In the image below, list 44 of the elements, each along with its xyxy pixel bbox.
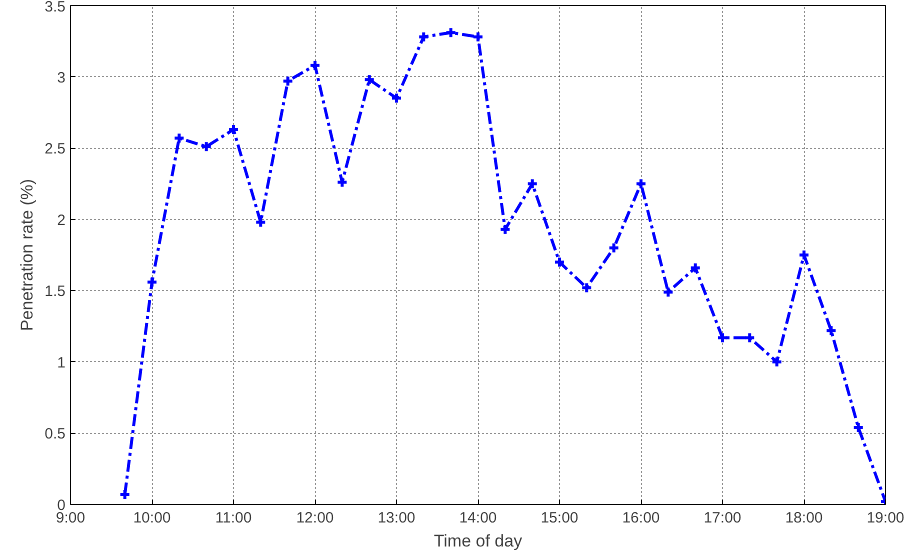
y-axis-title: Penetration rate (%) bbox=[18, 178, 37, 332]
y-tick-label: 3 bbox=[57, 69, 66, 86]
point bbox=[635, 178, 647, 190]
x-tick-label: 18:00 bbox=[785, 510, 823, 526]
point bbox=[390, 92, 402, 104]
x-tick-label: 15:00 bbox=[540, 510, 578, 526]
point bbox=[499, 223, 512, 236]
point bbox=[282, 75, 294, 88]
x-tick-label: 9:00 bbox=[56, 510, 86, 526]
point bbox=[662, 286, 674, 298]
point bbox=[608, 242, 620, 254]
x-tick-label: 10:00 bbox=[133, 510, 171, 526]
point bbox=[716, 332, 728, 344]
point bbox=[770, 356, 783, 368]
point bbox=[173, 132, 186, 144]
x-tick-label: 11:00 bbox=[215, 510, 252, 526]
x-tick-label: 17:00 bbox=[704, 510, 742, 526]
x-tick-label: 14:00 bbox=[459, 510, 497, 526]
x-axis-title: Time of day bbox=[434, 532, 523, 550]
x-tick-label: 16:00 bbox=[622, 510, 660, 526]
y-tick-label: 2 bbox=[57, 212, 66, 229]
y-tick-label: 0.5 bbox=[44, 426, 66, 443]
point bbox=[798, 249, 810, 261]
y-tick-label: 1 bbox=[57, 354, 66, 372]
y-tick-label: 3.5 bbox=[44, 0, 66, 16]
point bbox=[444, 26, 457, 39]
point bbox=[825, 324, 838, 337]
point bbox=[472, 30, 484, 43]
point bbox=[363, 74, 376, 86]
point bbox=[200, 140, 212, 153]
point bbox=[336, 176, 348, 188]
point bbox=[689, 262, 702, 274]
point bbox=[580, 282, 593, 294]
point bbox=[554, 256, 566, 268]
point bbox=[418, 30, 430, 43]
x-tick-label: 13:00 bbox=[378, 510, 416, 526]
x-tick-label: 19:00 bbox=[866, 510, 904, 526]
point bbox=[744, 332, 756, 344]
x-tick-label: 12:00 bbox=[296, 510, 334, 526]
point bbox=[146, 276, 158, 288]
y-tick-label: 1.5 bbox=[44, 283, 66, 300]
y-tick-label: 2.5 bbox=[44, 140, 66, 158]
point bbox=[526, 178, 538, 190]
point bbox=[309, 59, 321, 72]
